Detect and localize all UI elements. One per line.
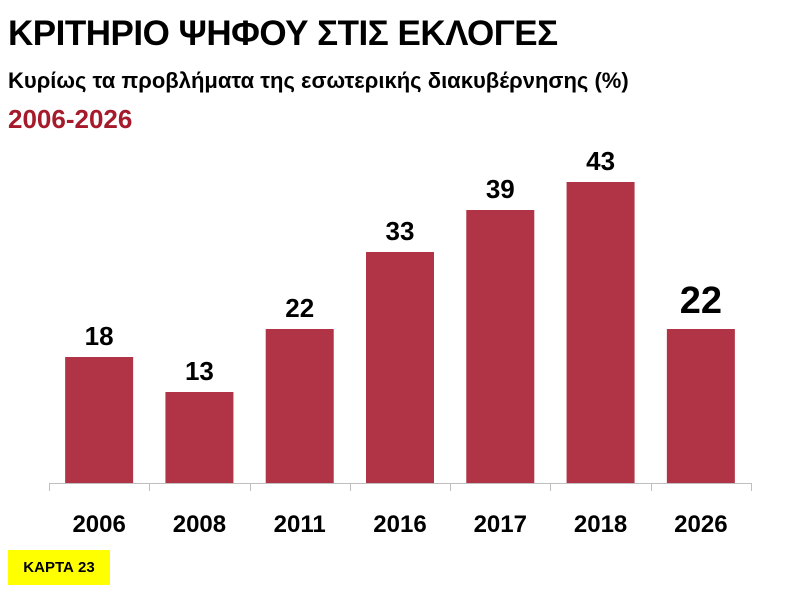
labels-layer: 18 2006 13 2008 22 2011 33 2016 39 2017 43 2018 22 20… [72,146,727,538]
bar-2018 [566,182,635,483]
x-tick-label-2006: 2006 [72,511,125,538]
card-number-badge: ΚΑΡΤΑ 23 [8,550,110,585]
bar-2006 [65,357,134,483]
value-label-2017: 39 [486,174,515,204]
chart-title: ΚΡΙΤΗΡΙΟ ΨΗΦΟΥ ΣΤΙΣ ΕΚΛΟΓΕΣ [8,14,558,53]
bar-2008 [165,392,234,483]
x-tick-label-2018: 2018 [574,511,627,538]
value-label-2026: 22 [680,280,722,322]
axis-layer [49,483,752,491]
bar-2016 [366,252,434,483]
value-label-2018: 43 [586,146,615,176]
x-tick-label-2026: 2026 [674,511,727,538]
value-label-2006: 18 [85,321,114,351]
chart-subtitle: Κυρίως τα προβλήματα της εσωτερικής διακ… [8,68,629,93]
x-tick-label-2011: 2011 [274,511,326,538]
value-label-2016: 33 [386,216,415,246]
value-label-2011: 22 [285,293,314,323]
bar-2026 [666,329,735,483]
bar-2017 [466,210,535,483]
x-tick-label-2016: 2016 [373,511,426,538]
bars-layer [65,182,735,483]
chart-period: 2006-2026 [8,104,133,134]
bar-2011 [265,329,334,483]
x-tick-label-2017: 2017 [474,511,527,538]
x-tick-label-2008: 2008 [173,511,226,538]
value-label-2008: 13 [185,356,214,386]
